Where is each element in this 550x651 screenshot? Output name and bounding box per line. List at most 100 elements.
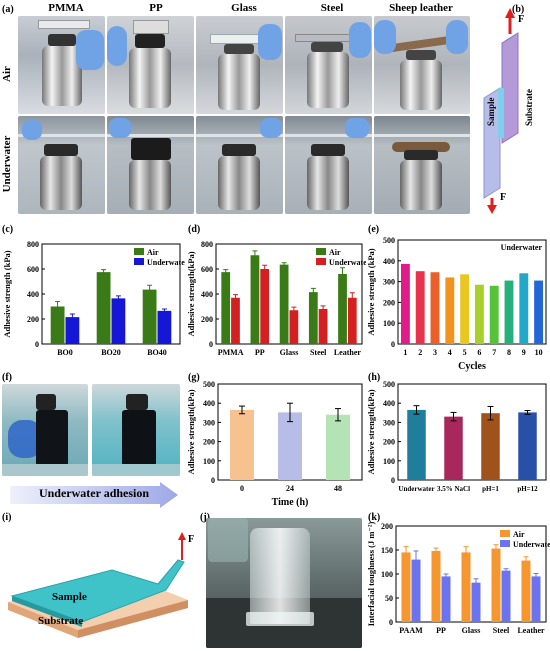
row-label-underwater-text: Underwater bbox=[1, 135, 13, 193]
y-tick-label: 300 bbox=[383, 418, 395, 427]
panel-label-g: (g) bbox=[188, 372, 200, 383]
y-tick-label: 100 bbox=[203, 457, 215, 466]
sample-layer bbox=[10, 559, 185, 623]
photo-underwater-glass bbox=[196, 116, 283, 214]
force-label-top: F bbox=[518, 14, 524, 25]
legend-label-underwater: Underwater bbox=[329, 258, 366, 267]
bar bbox=[445, 277, 455, 344]
chart-annotation: Underwater bbox=[501, 243, 543, 252]
y-tick-label: 200 bbox=[27, 315, 39, 324]
photo-f-left bbox=[2, 384, 88, 476]
y-axis-label: Adhesive strength (kPa) bbox=[2, 250, 12, 337]
y-tick-label: 600 bbox=[27, 265, 39, 274]
y-tick-label: 400 bbox=[203, 399, 215, 408]
x-tick-label: 8 bbox=[507, 348, 511, 357]
force-label-bottom: F bbox=[500, 192, 506, 203]
x-tick-label: Glass bbox=[280, 348, 299, 357]
photo-air-glass bbox=[196, 16, 283, 114]
panel-label-e: (e) bbox=[368, 224, 380, 235]
y-tick-label: 600 bbox=[201, 265, 213, 274]
panel-label-j: (j) bbox=[200, 512, 210, 523]
x-tick-label: 48 bbox=[334, 484, 342, 493]
photo-underwater-steel bbox=[285, 116, 372, 214]
substrate-block-top bbox=[501, 32, 519, 144]
substrate-label-i: Substrate bbox=[38, 615, 83, 627]
bar-air bbox=[250, 255, 260, 344]
bar-air bbox=[491, 548, 501, 622]
y-tick-label: 100 bbox=[383, 319, 395, 328]
photo-underwater-sheep-leather bbox=[374, 116, 470, 214]
legend-label-air: Air bbox=[329, 248, 341, 257]
panel-label-c: (c) bbox=[2, 224, 14, 235]
chart-h: 0 100 200 300 400 500 Adhesive strength(kPa) Un… bbox=[366, 380, 547, 493]
legend-label-air: Air bbox=[147, 248, 159, 257]
y-tick-label: 400 bbox=[383, 257, 395, 266]
y-tick-label: 500 bbox=[383, 380, 395, 389]
bar-underwater bbox=[289, 310, 299, 344]
y-tick-label: 300 bbox=[383, 278, 395, 287]
y-tick-label: 100 bbox=[383, 457, 395, 466]
y-tick-label: 0 bbox=[391, 340, 395, 349]
photo-f-right bbox=[92, 384, 180, 476]
bar-air bbox=[338, 274, 347, 344]
legend-label-air: Air bbox=[513, 530, 525, 539]
photo-air-steel bbox=[285, 16, 372, 114]
y-tick-label: 200 bbox=[201, 315, 213, 324]
x-tick-label: Underwater bbox=[398, 485, 434, 493]
bar-underwater bbox=[531, 576, 541, 622]
y-tick-label: 0 bbox=[391, 476, 395, 485]
substrate-block-lower bbox=[483, 87, 501, 199]
bar bbox=[444, 416, 463, 480]
sample-label-i: Sample bbox=[52, 591, 87, 603]
panel-label-h: (h) bbox=[368, 372, 381, 383]
bar-air bbox=[308, 292, 318, 344]
x-tick-label: BO20 bbox=[101, 348, 121, 357]
row-label-air: Air bbox=[0, 40, 14, 110]
bar bbox=[518, 412, 537, 480]
bar-underwater bbox=[441, 576, 451, 622]
sample-strip bbox=[498, 88, 504, 138]
plot-frame bbox=[397, 239, 547, 345]
chart-k: 0 50 100 150 200 Interfacial toughness (J m⁻²… bbox=[366, 522, 550, 635]
bar-underwater bbox=[318, 309, 328, 344]
column-header-glass: Glass bbox=[231, 2, 257, 14]
substrate-label: Substrate bbox=[524, 89, 534, 126]
bar bbox=[504, 280, 514, 344]
bar-air bbox=[431, 550, 441, 622]
bar-air bbox=[50, 306, 65, 344]
legend-swatch-underwater bbox=[316, 258, 326, 265]
force-arrowhead-down bbox=[487, 205, 497, 214]
panel-label-b: (b) bbox=[512, 4, 525, 15]
panel-label-d: (d) bbox=[188, 224, 201, 235]
bar bbox=[534, 280, 544, 344]
bar-underwater bbox=[411, 559, 421, 622]
column-header-steel: Steel bbox=[320, 2, 344, 14]
legend-swatch-air bbox=[316, 248, 326, 255]
y-tick-label: 200 bbox=[383, 438, 395, 447]
y-tick-label: 400 bbox=[201, 290, 213, 299]
x-tick-label: Leather bbox=[517, 626, 545, 635]
y-axis-label: Adhesive strength(kPa) bbox=[186, 389, 196, 474]
schematic-i: F Sample Substrate bbox=[8, 532, 194, 638]
y-tick-label: 0 bbox=[389, 618, 393, 627]
bar bbox=[407, 409, 426, 480]
x-tick-label: PAAM bbox=[399, 626, 423, 635]
y-tick-label: 500 bbox=[383, 236, 395, 245]
legend-swatch-underwater bbox=[134, 258, 144, 265]
panel-label-f: (f) bbox=[2, 372, 12, 383]
x-tick-label: BO40 bbox=[147, 348, 167, 357]
y-axis-label: Adhesive strength (kPa) bbox=[366, 248, 376, 335]
x-tick-label: PP bbox=[255, 348, 265, 357]
bar bbox=[230, 409, 254, 480]
bar-underwater bbox=[157, 310, 172, 344]
y-axis-label: Adhesive strength(kPa) bbox=[186, 251, 196, 336]
caption-arrow-f bbox=[10, 482, 178, 508]
row-label-underwater: Underwater bbox=[0, 120, 14, 210]
y-tick-label: 800 bbox=[201, 240, 213, 249]
substrate-slab-front bbox=[8, 602, 78, 638]
bar-underwater bbox=[111, 298, 126, 344]
column-header-sheep-leather: Sheep leather bbox=[389, 2, 453, 14]
y-axis-label: Adhesive strength(kPa) bbox=[366, 389, 376, 474]
bar bbox=[460, 274, 470, 344]
x-tick-label: 9 bbox=[522, 348, 526, 357]
